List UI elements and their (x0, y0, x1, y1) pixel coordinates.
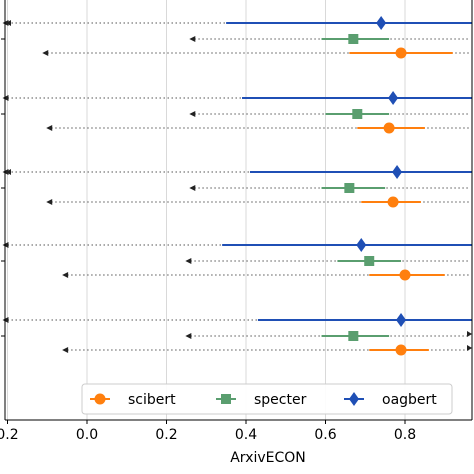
left-arrowhead (6, 169, 11, 175)
specter-point (364, 256, 375, 266)
right-arrowhead (467, 331, 472, 337)
x-tick-label: 0.4 (235, 427, 257, 443)
specter-point (344, 183, 355, 193)
specter-point (348, 331, 359, 341)
left-arrowhead (42, 50, 49, 56)
left-arrowhead (6, 20, 11, 26)
legend-marker (94, 393, 106, 405)
x-tick-label: 0.2 (0, 427, 19, 443)
scibert-point (387, 196, 399, 208)
oagbert-point (396, 313, 407, 327)
right-arrowhead (467, 345, 472, 351)
left-arrowhead (189, 36, 196, 42)
scibert-point (395, 344, 407, 356)
gridlines (7, 0, 406, 420)
left-arrowhead (46, 125, 53, 131)
left-arrowhead (189, 185, 196, 191)
oagbert-point (376, 16, 387, 30)
x-tick-label: 0.8 (394, 427, 416, 443)
legend-label: oagbert (382, 392, 437, 408)
axes: 0.2 0.0 0.2 0.4 0.6 0.8 (0, 0, 473, 443)
scibert-point (395, 47, 407, 59)
oagbert-point (388, 91, 399, 105)
x-tick-label: 0.0 (76, 427, 98, 443)
x-axis-label: ArxivECON (230, 450, 306, 466)
left-arrowhead (189, 111, 196, 117)
legend-label: specter (254, 392, 307, 408)
left-arrowhead (46, 199, 53, 205)
left-arrowhead (62, 347, 69, 353)
left-arrowhead (185, 258, 192, 264)
legend-marker (221, 394, 231, 404)
oagbert-point (392, 165, 403, 179)
specter-point (348, 34, 359, 44)
dotted-leaders (2, 20, 472, 353)
x-tick-label: 0.2 (155, 427, 177, 443)
legend-label: scibert (128, 392, 176, 408)
x-tick-label: 0.6 (314, 427, 336, 443)
legend: scibert specter oagbert (81, 383, 453, 415)
scibert-point (399, 269, 411, 281)
point-markers (344, 16, 411, 356)
left-arrowhead (62, 272, 69, 278)
legend-box (81, 383, 453, 415)
legend-marker (349, 392, 359, 406)
oagbert-point (356, 238, 367, 252)
left-arrowhead (185, 333, 192, 339)
scibert-point (383, 122, 395, 134)
specter-point (352, 109, 363, 119)
